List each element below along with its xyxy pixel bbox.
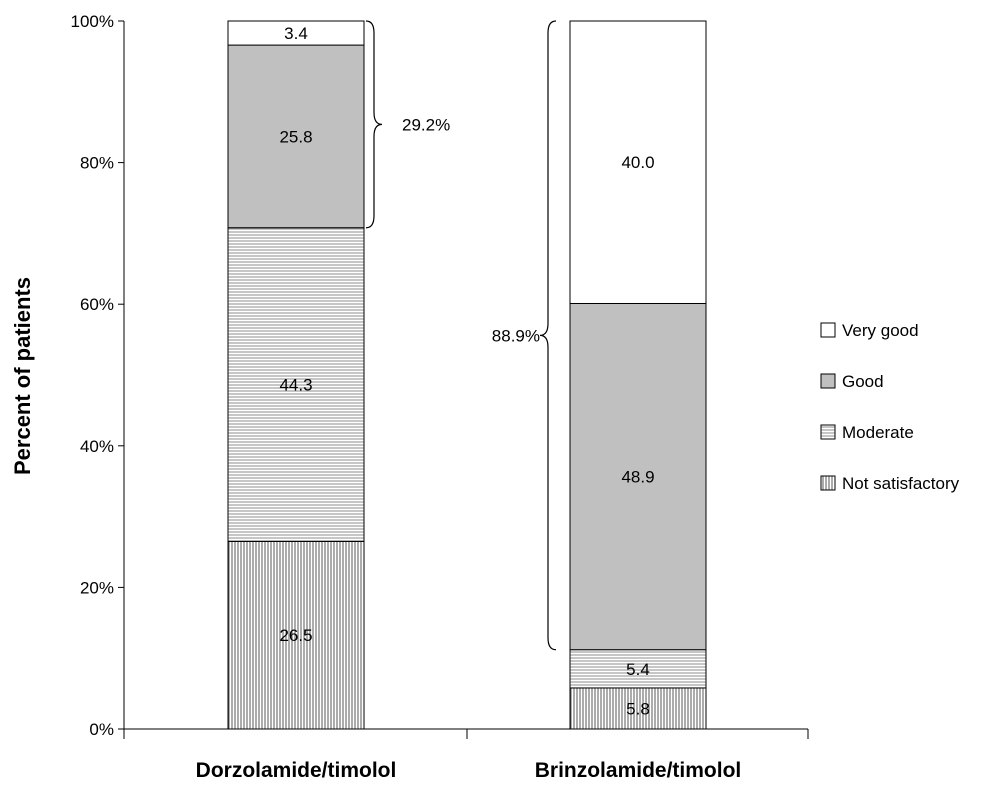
bar-brinzolamide-timolol-not-satisfactory [569,687,707,730]
bar-dorzolamide-timolol-very-good [227,20,365,46]
legend-swatch-not-satisfactory [820,475,836,491]
data-label-brinzolamide-timolol-moderate: 5.4 [626,660,650,679]
data-label-dorzolamide-timolol-moderate: 44.3 [279,376,312,395]
x-axis: Dorzolamide/timolol Brinzolamide/timolol [123,728,809,782]
y-tick-label-100: 100% [71,12,114,31]
bracket-0 [365,20,383,229]
legend-swatch-moderate [820,424,836,440]
data-label-brinzolamide-timolol-not-satisfactory: 5.8 [626,699,650,718]
bars [227,20,707,730]
category-label-dorzolamide-timolol: Dorzolamide/timolol [196,759,397,782]
y-tick-label-40: 40% [80,437,114,456]
data-label-brinzolamide-timolol-very-good: 40.0 [621,153,654,172]
legend: Very good Good Moderate Not satisfactory [820,321,960,493]
bracket-label-1: 88.9% [492,326,540,345]
bar-brinzolamide-timolol-moderate [569,649,707,689]
legend-swatch-good [820,373,836,389]
bracket-1 [539,20,557,651]
y-tick-label-0: 0% [89,720,114,739]
data-label-dorzolamide-timolol-not-satisfactory: 26.5 [279,626,312,645]
brackets: 29.2% 88.9% [365,20,557,651]
data-label-dorzolamide-timolol-very-good: 3.4 [284,24,308,43]
legend-swatch-very-good [820,322,836,338]
legend-label-moderate: Moderate [842,423,914,442]
y-axis-title: Percent of patients [10,277,35,475]
y-tick-label-20: 20% [80,578,114,597]
legend-label-good: Good [842,372,884,391]
bar-brinzolamide-timolol-very-good [569,20,707,304]
legend-label-very-good: Very good [842,321,919,340]
y-axis: 0% 20% 40% 60% 80% 100% [71,12,125,739]
legend-label-not-satisfactory: Not satisfactory [842,474,960,493]
bar-brinzolamide-timolol-good [569,302,707,651]
bar-dorzolamide-timolol-moderate [227,227,365,542]
bar-dorzolamide-timolol-good [227,44,365,229]
y-tick-label-60: 60% [80,295,114,314]
segment-labels: 26.5 44.3 25.8 3.4 5.8 5.4 48.9 40.0 [279,24,654,718]
data-label-dorzolamide-timolol-good: 25.8 [279,127,312,146]
data-label-brinzolamide-timolol-good: 48.9 [621,468,654,487]
category-label-brinzolamide-timolol: Brinzolamide/timolol [535,759,742,782]
bracket-label-0: 29.2% [402,115,450,134]
y-tick-label-80: 80% [80,154,114,173]
